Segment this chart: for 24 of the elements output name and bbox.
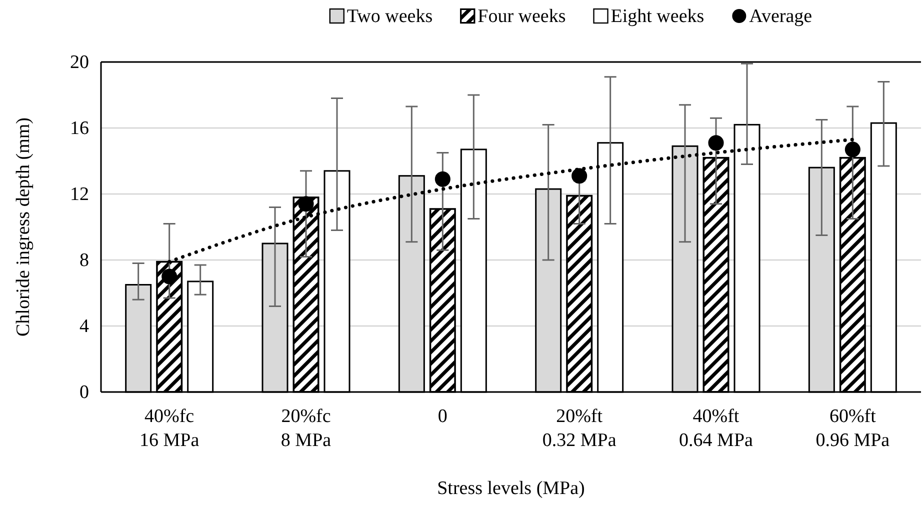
point: [298, 196, 314, 212]
y-tick-label: 20: [70, 52, 89, 74]
x-tick-label: 40%fc 16 MPa: [140, 406, 200, 451]
y-tick-label: 8: [80, 250, 89, 272]
legend-label: Average: [749, 6, 812, 27]
x-axis-title: Stress levels (MPa): [437, 478, 585, 499]
point: [434, 171, 450, 187]
y-tick-label: 4: [80, 316, 90, 338]
legend-label: Two weeks: [346, 6, 433, 27]
point: [162, 268, 178, 284]
y-tick-label: 0: [80, 382, 89, 404]
point: [844, 142, 860, 158]
x-tick-label: 60%ft 0.96 MPa: [816, 406, 890, 451]
x-tick-label: 20%fc 8 MPa: [280, 406, 332, 451]
y-tick-label: 16: [70, 118, 89, 140]
x-tick-label: 0: [438, 406, 448, 427]
y-axis-title: Chloride ingress depth (mm): [13, 118, 34, 336]
legend-label: Eight weeks: [610, 6, 704, 27]
point: [708, 135, 724, 151]
y-tick-label: 12: [70, 184, 89, 206]
point: [572, 168, 588, 184]
x-tick-label: 20%ft 0.32 MPa: [542, 406, 617, 451]
legend-label: Four weeks: [478, 6, 566, 27]
x-tick-label: 40%ft 0.64 MPa: [679, 406, 754, 451]
